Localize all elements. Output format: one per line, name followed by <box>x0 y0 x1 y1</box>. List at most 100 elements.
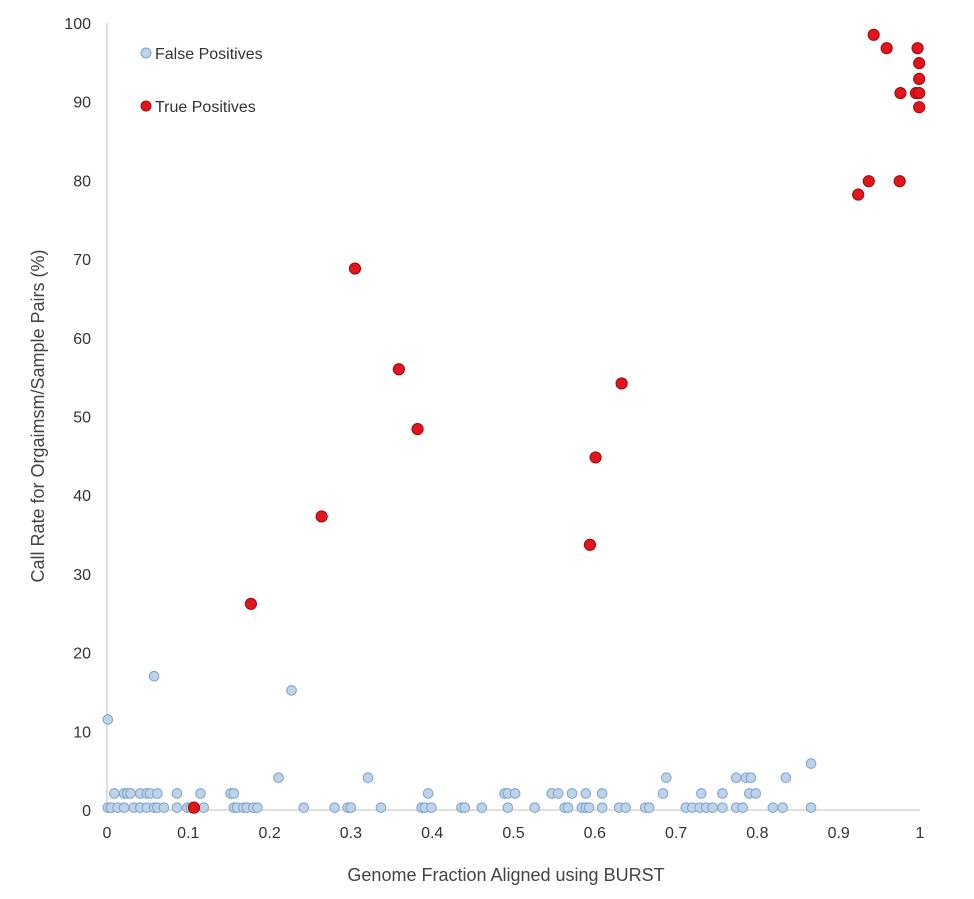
false-positive-point <box>102 714 114 725</box>
y-tick-label: 90 <box>73 95 91 112</box>
y-tick-label: 40 <box>73 488 91 505</box>
false-positive-point <box>109 788 120 799</box>
legend-label-false-positives: False Positives <box>155 46 263 63</box>
legend-item-false-positives: False Positives <box>140 46 263 63</box>
false-positive-point <box>620 802 631 813</box>
false-positive-point <box>198 802 210 813</box>
false-positive-point <box>171 802 183 813</box>
false-positive-point <box>502 802 514 813</box>
false-positive-point <box>767 802 779 813</box>
false-positive-point <box>345 802 357 813</box>
y-tick-labels: 0 10 20 30 40 50 60 70 80 90 100 <box>64 16 91 820</box>
false-positive-point <box>737 802 749 813</box>
y-tick-label: 70 <box>73 252 91 269</box>
true-positive-point <box>187 801 201 814</box>
x-tick-label: 0.7 <box>665 825 687 842</box>
false-positive-point <box>286 685 297 696</box>
x-tick-labels: 0 0.1 0.2 0.3 0.4 0.5 0.6 0.7 0.8 0.9 1 <box>103 825 925 842</box>
y-tick-label: 20 <box>73 646 91 663</box>
false-positive-point <box>643 802 655 813</box>
false-positive-point <box>125 788 136 799</box>
false-positive-point <box>329 802 340 813</box>
false-positive-point <box>228 788 240 799</box>
false-positive-point <box>777 802 788 813</box>
y-tick-label: 80 <box>73 173 91 190</box>
x-tick-label: 0.9 <box>828 825 850 842</box>
false-positive-points <box>102 670 817 813</box>
false-positive-point <box>745 772 757 784</box>
true-positive-point <box>392 363 405 376</box>
true-positive-point <box>913 86 926 100</box>
false-positive-point <box>552 788 564 799</box>
y-tick-label: 50 <box>73 410 91 427</box>
true-positive-point <box>913 72 926 85</box>
true-positive-point <box>880 42 893 55</box>
true-positive-points <box>187 28 926 814</box>
x-tick-label: 0.5 <box>502 825 524 842</box>
false-positive-point <box>696 788 707 799</box>
x-tick-label: 0.8 <box>746 825 768 842</box>
false-positive-point <box>780 772 792 784</box>
y-tick-label: 10 <box>73 724 91 741</box>
true-positive-point <box>315 510 328 523</box>
false-positive-point <box>375 802 387 813</box>
false-positive-point <box>805 758 817 769</box>
true-positive-point <box>862 175 875 188</box>
false-positive-point <box>195 788 206 799</box>
false-positive-point <box>596 788 608 799</box>
false-positive-point <box>707 802 718 813</box>
true-positive-point <box>867 28 880 41</box>
false-positive-point <box>717 802 728 813</box>
x-tick-label: 0 <box>103 825 112 842</box>
false-positive-point <box>580 788 592 799</box>
y-tick-label: 100 <box>64 16 91 33</box>
x-tick-label: 0.4 <box>421 825 443 842</box>
true-positive-point <box>894 86 907 100</box>
x-axis-title: Genome Fraction Aligned using BURST <box>347 865 664 885</box>
true-positive-point <box>589 451 602 464</box>
false-positive-point <box>657 788 669 799</box>
x-tick-label: 1 <box>916 825 925 842</box>
x-tick-label: 0.3 <box>340 825 362 842</box>
false-positive-point <box>509 788 521 799</box>
true-positive-point <box>348 262 362 275</box>
false-positive-point <box>459 802 471 813</box>
false-positive-point <box>171 788 183 799</box>
true-positive-point <box>244 597 258 610</box>
legend-marker-true-positives <box>140 100 152 112</box>
legend-marker-false-positives <box>140 47 152 59</box>
false-positive-point <box>273 772 284 784</box>
false-positive-point <box>562 802 574 813</box>
false-positive-point <box>426 802 437 813</box>
true-positive-point <box>911 42 924 55</box>
x-tick-label: 0.1 <box>177 825 199 842</box>
false-positive-point <box>583 802 595 813</box>
false-positive-point <box>566 788 578 799</box>
false-positive-point <box>596 802 608 813</box>
false-positive-point <box>152 788 163 799</box>
false-positive-point <box>661 772 672 784</box>
true-positive-point <box>893 175 906 188</box>
false-positive-point <box>298 802 310 813</box>
false-positive-point <box>252 802 263 813</box>
true-positive-point <box>615 377 628 390</box>
false-positive-point <box>362 772 374 784</box>
legend-label-true-positives: True Positives <box>155 99 256 116</box>
true-positive-point <box>913 57 926 70</box>
legend-item-true-positives: True Positives <box>140 99 256 116</box>
y-tick-label: 60 <box>73 331 91 348</box>
y-tick-label: 0 <box>82 803 91 820</box>
false-positive-point <box>805 802 817 813</box>
false-positive-point <box>750 788 762 799</box>
false-positive-point <box>476 802 488 813</box>
x-tick-label: 0.6 <box>584 825 606 842</box>
y-axis-title: Call Rate for Orgaimsm/Sample Pairs (%) <box>28 249 48 582</box>
legend: False Positives True Positives <box>140 46 263 116</box>
axes <box>106 23 920 811</box>
y-tick-label: 30 <box>73 567 91 584</box>
false-positive-point <box>148 670 160 682</box>
true-positive-point <box>583 538 597 551</box>
false-positive-point <box>158 802 170 813</box>
false-positive-point <box>717 788 728 799</box>
